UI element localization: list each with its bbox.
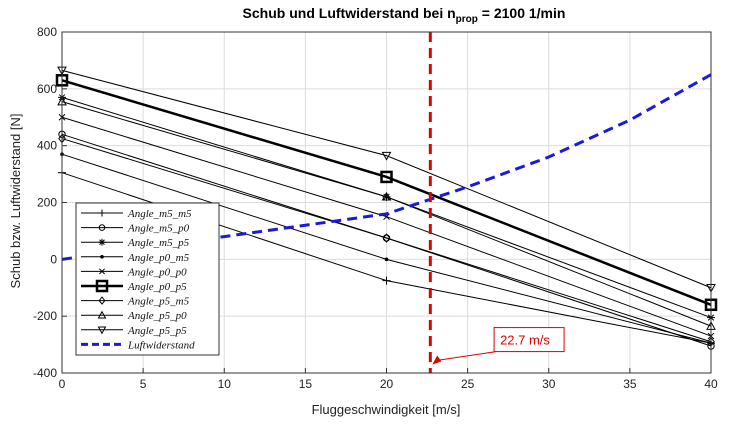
y-tick-label: 800 <box>37 25 57 39</box>
y-axis-label: Schub bzw. Luftwiderstand [N] <box>8 114 23 289</box>
marker-triangle-up <box>381 191 392 201</box>
legend-entry: Angle_p0_p0 <box>127 266 187 278</box>
y-tick-label: -400 <box>33 366 57 380</box>
legend-entry: Angle_m5_m5 <box>127 208 192 220</box>
marker-asterisk <box>98 238 106 246</box>
series-line-Angle_p0_p5 <box>61 79 712 306</box>
series-line-Angle_p5_p0 <box>61 101 712 327</box>
x-tick-label: 25 <box>461 377 475 391</box>
marker-triangle-down <box>381 151 392 161</box>
annotation-arrow <box>436 351 497 361</box>
legend-entry: Angle_p5_p5 <box>127 325 187 337</box>
x-axis-label: Fluggeschwindigkeit [m/s] <box>312 402 461 417</box>
overlay-layer <box>61 32 712 373</box>
x-tick-label: 20 <box>380 377 394 391</box>
x-tick-label: 0 <box>59 377 66 391</box>
y-tick-label: 200 <box>37 196 57 210</box>
legend-entry: Angle_p5_p0 <box>127 310 187 322</box>
annotation-label: 22.7 m/s <box>500 333 550 348</box>
y-tick-label: 0 <box>50 252 57 266</box>
legend: Angle_m5_m5 Angle_m5_p0 Angle_m5_p5 Angle_p… <box>75 202 220 356</box>
marker-plus <box>98 209 106 217</box>
marker-diamond <box>382 233 391 243</box>
series-line-Angle_p5_p5 <box>61 69 712 289</box>
y-tick-label: -200 <box>33 309 57 323</box>
x-tick-label: 35 <box>623 377 637 391</box>
legend-entry: Angle_p5_m5 <box>127 296 190 308</box>
legend-entry: Angle_m5_p5 <box>127 237 190 249</box>
y-tick-label: 400 <box>37 139 57 153</box>
marker-point <box>384 257 389 262</box>
annotation-box <box>493 327 565 353</box>
x-tick-label: 30 <box>542 377 556 391</box>
legend-entry: Angle_m5_p0 <box>127 223 190 235</box>
marker-x <box>99 268 105 275</box>
marker-triangle-down <box>97 326 107 335</box>
marker-point <box>100 254 104 259</box>
x-tick-label: 40 <box>704 377 718 391</box>
y-tick-label: 600 <box>37 82 57 96</box>
series-line-Angle_p5_m5 <box>61 138 712 343</box>
marker-square <box>380 170 393 184</box>
drag-curve <box>61 73 712 261</box>
marker-triangle-up <box>97 310 107 319</box>
x-tick-label: 5 <box>140 377 147 391</box>
x-tick-label: 15 <box>299 377 313 391</box>
ticks: 0 5 10 15 20 25 30 35 40 -400 -200 0 200 400 600 800 <box>33 25 718 391</box>
legend-box <box>75 202 220 356</box>
marker-plus <box>382 276 391 285</box>
legend-entry: Angle_p0_p5 <box>127 281 187 293</box>
legend-entry: Angle_p0_m5 <box>127 252 190 264</box>
vline-annotation: 22.7 m/s <box>432 327 565 365</box>
legend-entry: Luftwiderstand <box>127 339 195 351</box>
x-tick-label: 10 <box>218 377 232 391</box>
marker-square <box>95 279 109 293</box>
marker-circle <box>98 224 106 231</box>
chart-title: Schub und Luftwiderstand bei nprop = 210… <box>243 5 566 25</box>
marker-diamond <box>98 296 106 305</box>
annotation-arrowhead <box>432 355 442 365</box>
